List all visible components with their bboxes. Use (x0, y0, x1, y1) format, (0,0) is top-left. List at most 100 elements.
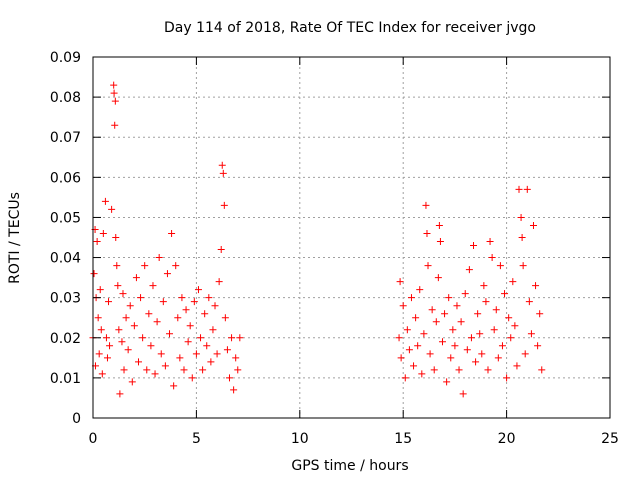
data-point (474, 310, 482, 318)
data-point (151, 370, 159, 378)
data-point (110, 81, 118, 89)
data-point (465, 266, 473, 274)
data-point (438, 338, 446, 346)
data-point (130, 322, 138, 330)
data-point (513, 362, 521, 370)
data-point (416, 286, 424, 294)
x-tick-label: 5 (192, 431, 201, 447)
data-point (420, 330, 428, 338)
data-point (476, 330, 484, 338)
data-point (503, 374, 511, 382)
data-point (418, 370, 426, 378)
data-point (434, 274, 442, 282)
data-point (451, 342, 459, 350)
data-point (472, 358, 480, 366)
data-point (447, 354, 455, 362)
data-point (523, 185, 531, 193)
data-point (159, 298, 167, 306)
data-point (236, 334, 244, 342)
data-points (89, 81, 546, 398)
data-point (153, 318, 161, 326)
data-point (401, 374, 409, 382)
data-point (536, 310, 544, 318)
grid-lines (93, 57, 610, 418)
data-point (94, 314, 102, 322)
y-tick-label: 0.04 (50, 251, 81, 267)
data-point (529, 221, 537, 229)
data-point (192, 350, 200, 358)
data-point (453, 302, 461, 310)
data-point (228, 334, 236, 342)
data-point (467, 334, 475, 342)
data-point (498, 342, 506, 350)
data-point (517, 213, 525, 221)
data-point (103, 354, 111, 362)
data-point (505, 314, 513, 322)
data-point (230, 386, 238, 394)
data-point (412, 314, 420, 322)
data-point (186, 322, 194, 330)
data-point (511, 322, 519, 330)
data-point (486, 238, 494, 246)
y-tick-label: 0.02 (50, 331, 81, 347)
data-point (445, 294, 453, 302)
data-point (128, 378, 136, 386)
data-point (211, 302, 219, 310)
data-point (95, 350, 103, 358)
data-point (436, 238, 444, 246)
y-axis-ticks: 0 0.01 0.02 0.03 0.04 0.05 0.06 0.07 0.08 0.09 (50, 50, 610, 427)
data-point (197, 334, 205, 342)
data-point (215, 278, 223, 286)
data-point (424, 262, 432, 270)
data-point (515, 185, 523, 193)
data-point (145, 310, 153, 318)
data-point (161, 362, 169, 370)
data-point (538, 366, 546, 374)
data-point (98, 370, 106, 378)
data-point (220, 201, 228, 209)
data-point (480, 282, 488, 290)
data-point (218, 161, 226, 169)
data-point (470, 242, 478, 250)
data-point (205, 294, 213, 302)
data-point (114, 282, 122, 290)
data-point (116, 390, 124, 398)
data-point (105, 298, 113, 306)
data-point (221, 314, 229, 322)
data-point (213, 350, 221, 358)
data-point (97, 326, 105, 334)
data-point (494, 354, 502, 362)
data-point (194, 286, 202, 294)
data-point (397, 354, 405, 362)
x-tick-label: 0 (89, 431, 98, 447)
data-point (106, 342, 114, 350)
data-point (112, 234, 120, 241)
y-tick-label: 0.08 (50, 90, 81, 106)
data-point (484, 366, 492, 374)
data-point (90, 270, 98, 278)
data-point (443, 378, 451, 386)
data-point (525, 298, 533, 306)
data-point (163, 270, 171, 278)
data-point (119, 290, 127, 298)
data-point (219, 169, 227, 177)
y-axis-label: ROTI / TECUs (7, 192, 23, 284)
x-tick-label: 25 (601, 431, 619, 447)
data-point (180, 366, 188, 374)
data-point (188, 374, 196, 382)
data-point (111, 97, 119, 105)
data-point (149, 282, 157, 290)
data-point (496, 262, 504, 270)
data-point (396, 278, 404, 286)
data-point (139, 334, 147, 342)
y-tick-label: 0.06 (50, 170, 81, 186)
data-point (234, 366, 242, 374)
data-point (432, 318, 440, 326)
data-point (126, 302, 134, 310)
data-point (463, 346, 471, 354)
data-point (449, 326, 457, 334)
data-point (157, 350, 165, 358)
data-point (521, 350, 529, 358)
data-point (118, 338, 126, 346)
data-point (223, 346, 231, 354)
